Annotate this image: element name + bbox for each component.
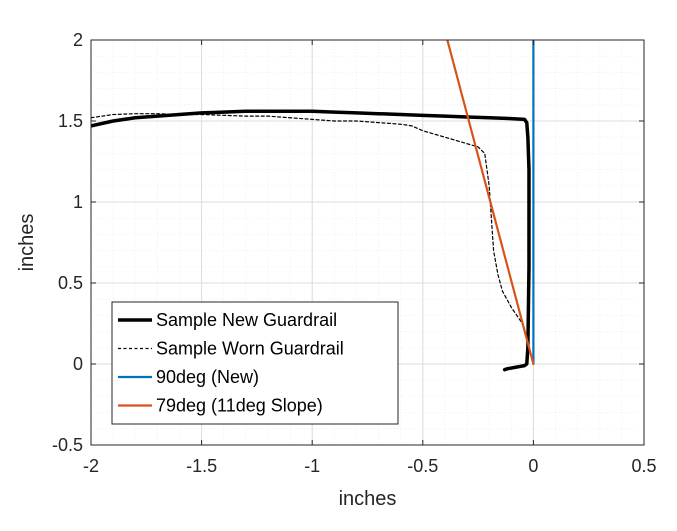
legend-item-new-guardrail: Sample New Guardrail [118,310,337,330]
x-tick-labels: -2 -1.5 -1 -0.5 0 0.5 [83,456,657,476]
legend: Sample New Guardrail Sample Worn Guardrai… [111,301,399,425]
legend-item-90deg: 90deg (New) [118,367,259,387]
y-tick-label: 1 [73,192,83,212]
y-tick-labels: -0.5 0 0.5 1 1.5 2 [52,30,83,455]
series-79deg-line [446,40,535,366]
y-tick-label: 0 [73,354,83,374]
y-tick-label: -0.5 [52,435,83,455]
tick-marks [90,39,645,446]
x-tick-label: 0.5 [631,456,656,476]
x-axis-label: inches [339,488,397,510]
legend-label: Sample Worn Guardrail [156,339,344,359]
series-worn-guardrail-line [91,113,535,365]
x-tick-label: -2 [83,456,99,476]
y-tick-label: 1.5 [58,111,83,131]
x-tick-label: -1.5 [186,456,217,476]
legend-box [111,301,399,425]
legend-label: Sample New Guardrail [156,310,337,330]
y-tick-label: 2 [73,30,83,50]
series-layer [91,40,535,372]
legend-item-79deg: 79deg (11deg Slope) [118,396,323,416]
x-tick-label: 0 [528,456,538,476]
axes-box [90,39,645,446]
x-tick-label: -0.5 [407,456,438,476]
legend-item-worn-guardrail: Sample Worn Guardrail [118,339,344,359]
legend-label: 90deg (New) [156,367,259,387]
x-tick-label: -1 [304,456,320,476]
series-new-guardrail-line [91,109,531,372]
y-tick-label: 0.5 [58,273,83,293]
y-axis-label: inches [16,214,38,272]
legend-label: 79deg (11deg Slope) [156,396,323,416]
